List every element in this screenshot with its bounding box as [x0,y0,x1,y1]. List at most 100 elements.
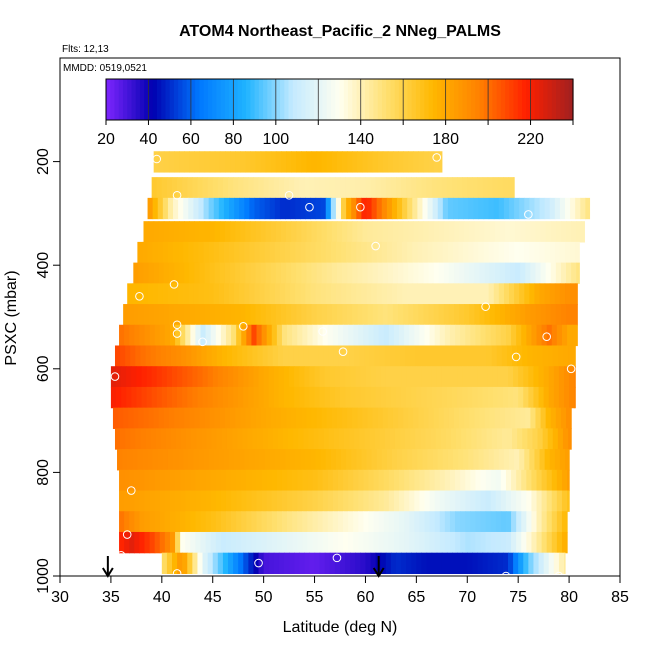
heatmap-cell [489,262,496,284]
heatmap-cell [485,531,492,554]
heatmap-cell [388,531,395,554]
heatmap-cell [488,241,495,264]
heatmap-cell [521,469,527,492]
heatmap-cell [295,197,301,220]
heatmap-cell [479,407,486,429]
heatmap-cell [230,407,236,429]
heatmap-cell [555,304,562,326]
heatmap-cell [516,531,522,554]
heatmap-cell [484,407,491,429]
heatmap-cell [356,197,362,220]
heatmap-cell [554,449,561,471]
heatmap-cell [302,531,309,554]
heatmap-cell [234,197,240,220]
heatmap-cell [513,386,519,409]
sample-point [152,154,162,164]
heatmap-cell [520,262,526,284]
heatmap-cell [416,177,423,199]
heatmap-cell [439,511,446,533]
colorbar-cell [415,79,421,120]
heatmap-cell [277,428,284,450]
colorbar-cell [424,79,430,120]
heatmap-cell [359,345,366,367]
heatmap-cell [527,428,534,450]
heatmap-cell [559,449,566,471]
colorbar-cell [547,79,553,120]
colorbar-cell [420,79,426,120]
heatmap-cell [349,345,355,367]
heatmap-cell [377,407,384,429]
heatmap-cell [287,531,293,554]
heatmap-cell [452,366,458,388]
heatmap-cell [357,304,363,326]
heatmap-cell [353,511,359,533]
heatmap-cell [143,262,150,284]
heatmap-cell [148,262,155,284]
heatmap-cell [418,262,425,284]
heatmap-cell [213,241,220,264]
heatmap-cell [192,366,199,388]
heatmap-cell [147,449,154,471]
heatmap-cell [468,449,474,471]
heatmap-cell [467,177,473,199]
colorbar-cell [449,79,455,120]
heatmap-cell [488,449,495,471]
heatmap-cell [151,177,158,199]
heatmap-cell [183,283,189,305]
heatmap-cell [333,428,340,450]
heatmap-cell [302,324,309,347]
heatmap-cell [118,407,124,429]
heatmap-cell [351,449,357,471]
heatmap-cell [504,407,511,429]
heatmap-band [117,449,570,471]
heatmap-cell [378,511,385,533]
heatmap-cell [525,221,531,243]
heatmap-cell [154,531,161,554]
heatmap-cell [336,304,343,326]
heatmap-cell [206,428,213,450]
heatmap-band [119,324,578,347]
heatmap-cell [441,177,448,199]
heatmap-cell [149,469,156,492]
heatmap-cell [263,552,270,575]
heatmap-cell [511,469,517,492]
heatmap-cell [391,241,398,264]
heatmap-cell [200,490,207,512]
heatmap-cell [142,241,149,264]
heatmap-cell [469,407,475,429]
heatmap-cell [205,531,212,554]
heatmap-cell [340,177,346,199]
heatmap-cell [396,366,402,388]
heatmap-cell [580,197,586,220]
heatmap-cell [570,197,576,220]
heatmap-cell [240,221,246,243]
heatmap-cell [144,469,151,492]
heatmap-cell [326,151,333,173]
colorbar-cell [305,79,311,120]
heatmap-cell [485,511,492,533]
heatmap-cell [180,324,186,347]
colorbar-cell [139,79,145,120]
heatmap-cell [532,428,539,450]
heatmap-cell [407,197,413,220]
heatmap-cell [323,428,330,450]
colorbar-cell [207,79,213,120]
heatmap-cell [128,407,134,429]
heatmap-cell [251,490,258,512]
heatmap-cell [125,428,131,450]
colorbar-cell [335,79,341,120]
heatmap-cell [473,449,480,471]
heatmap-cell [175,324,181,347]
heatmap-cell [228,386,234,409]
heatmap-cell [140,428,147,450]
heatmap-cell [281,324,288,347]
heatmap-cell [372,407,379,429]
heatmap-cell [293,428,299,450]
heatmap-cell [544,241,551,264]
heatmap-cell [566,304,572,326]
heatmap-cell [117,449,123,471]
heatmap-cell [570,283,576,305]
heatmap-cell [534,197,541,220]
heatmap-cell [284,386,290,409]
heatmap-cell [175,511,181,533]
